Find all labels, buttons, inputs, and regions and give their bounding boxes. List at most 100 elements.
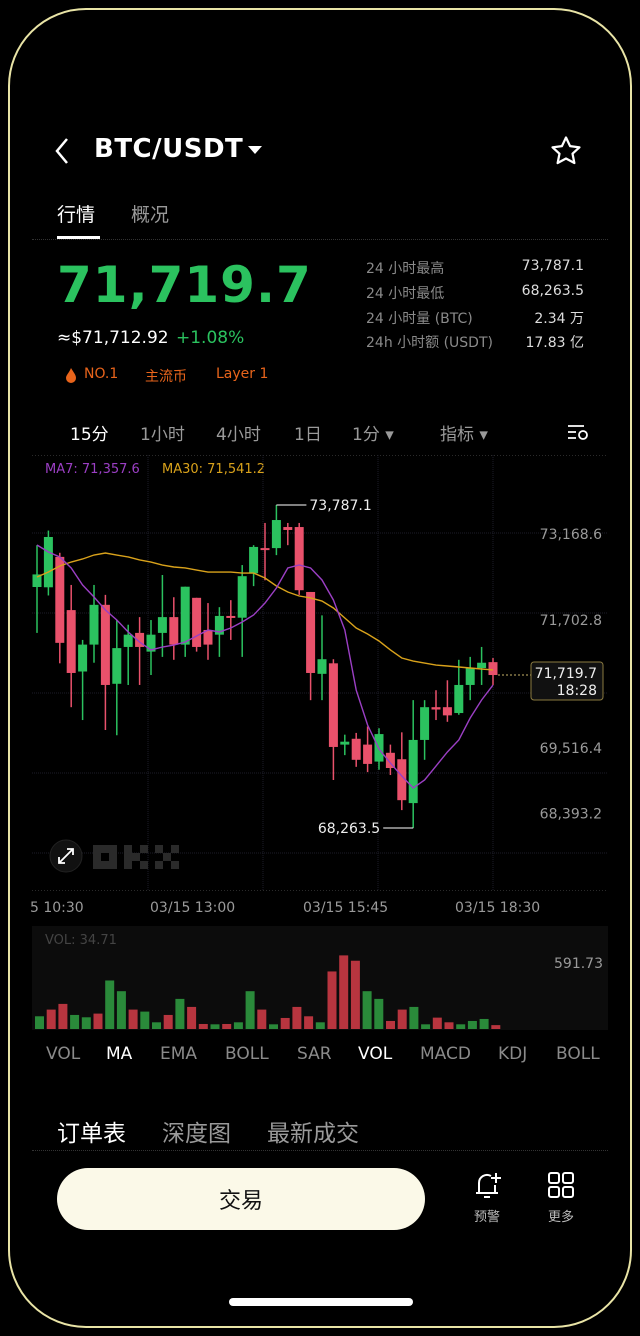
tab-depth[interactable]: 深度图 [162,1121,231,1147]
volume-bar [93,1013,103,1029]
change-percent: +1.08% [176,328,245,348]
volume-bar [163,1014,173,1029]
stat-label: 24 小时最高 [366,261,445,277]
volume-bar [280,1017,290,1029]
volume-bar [374,998,384,1029]
indicator-boll[interactable]: BOLL [225,1044,269,1064]
indicator-sar[interactable]: SAR [297,1044,332,1064]
volume-bar [152,1022,161,1029]
tab-orderbook[interactable]: 订单表 [57,1121,126,1147]
volume-bar [128,1009,138,1029]
volume-y-tick: 591.73 [554,956,603,972]
current-price: 71,719.7 [535,666,597,682]
volume-bar [198,1023,208,1029]
y-tick: 68,393.2 [540,806,602,822]
tag-mainstream[interactable]: 主流币 [145,369,187,385]
indicator-boll[interactable]: BOLL [556,1044,600,1064]
indicator-macd[interactable]: MACD [420,1044,471,1064]
back-icon[interactable] [52,136,72,166]
candle-body [294,527,304,591]
tag-layer1[interactable]: Layer 1 [216,366,269,382]
volume-bar [339,955,349,1029]
candle-body [157,617,167,633]
alert-label: 预警 [473,1210,500,1225]
tab-market[interactable]: 行情 [57,204,96,226]
volume-panel [32,926,608,1030]
stat-value: 68,263.5 [521,283,584,299]
ma30-line [36,552,494,671]
tag-rank[interactable]: NO.1 [84,366,119,382]
volume-chart [35,955,501,1029]
volume-bar [187,1006,197,1029]
fire-icon [66,368,76,383]
stat-label: 24h 小时额 (USDT) [366,335,493,351]
volume-bar [58,1003,68,1029]
chart-settings-icon[interactable] [566,422,590,442]
volume-bar [35,1016,44,1029]
interval-1h[interactable]: 1小时 [140,425,185,445]
candle-body [283,527,293,530]
candle-body [180,586,190,645]
volume-bar [421,1024,431,1029]
bell-plus-icon [476,1173,501,1198]
countdown: 18:28 [557,683,597,699]
more-button[interactable]: 更多 [536,1168,586,1225]
volume-bar [81,1017,91,1029]
chevron-down-icon[interactable] [246,144,264,156]
candle-body [420,707,430,740]
candle-body [226,615,236,618]
volume-bar [350,960,360,1029]
star-icon[interactable] [549,134,583,168]
home-indicator[interactable] [229,1298,413,1306]
candle-body [249,546,259,574]
volume-bar [292,1006,302,1029]
indicator-ema[interactable]: EMA [160,1044,198,1064]
indicator-vol[interactable]: VOL [46,1044,81,1064]
volume-bar [269,1024,278,1029]
candle-body [351,738,361,760]
volume-bar [304,1016,314,1029]
divider [32,1150,608,1151]
interval-more[interactable]: 1分 ▾ [352,425,394,445]
volume-bar [432,1017,442,1029]
volume-bar [105,980,115,1029]
pair-title[interactable]: BTC/USDT [94,134,244,164]
volume-bar [222,1023,232,1029]
candle-body [465,667,475,685]
volume-bar [327,971,337,1029]
interval-1d[interactable]: 1日 [294,425,322,445]
volume-bar [444,1022,454,1029]
candle-body [454,684,464,714]
indicator-vol[interactable]: VOL [358,1044,393,1064]
candle-body [55,556,65,643]
interval-4h[interactable]: 4小时 [216,425,261,445]
volume-bar [491,1025,501,1029]
candle-body [271,520,281,549]
indicator-menu[interactable]: 指标 ▾ [440,425,488,445]
candle-body [237,576,247,618]
expand-icon[interactable] [48,838,84,874]
candle-body [123,634,133,647]
volume-bar [479,1018,489,1029]
interval-15m[interactable]: 15分 [70,425,109,445]
last-price: 71,719.7 [57,256,312,314]
candle-body [328,663,338,747]
volume-bar [386,1020,395,1029]
tab-trades[interactable]: 最新成交 [267,1121,359,1147]
candle-body [408,739,418,804]
indicator-ma[interactable]: MA [106,1044,133,1064]
tab-overview[interactable]: 概况 [131,204,170,226]
volume-bar [397,1009,407,1029]
ma30-legend: MA30: 71,541.2 [162,462,266,477]
trade-button[interactable]: 交易 [57,1168,425,1230]
candle-body [477,662,487,668]
candlestick-chart[interactable]: 73,168.6 71,702.8 69,516.4 68,393.2 73,787.1… [0,455,640,895]
volume-bar [70,1014,80,1029]
alert-button[interactable]: 预警 [462,1168,512,1225]
indicator-kdj[interactable]: KDJ [498,1044,528,1064]
x-tick: 03/15 15:45 [303,900,389,916]
low-label: 68,263.5 [318,821,380,837]
candle-body [397,759,407,801]
stat-label: 24 小时量 (BTC) [366,311,473,327]
volume-bar [409,1006,419,1029]
